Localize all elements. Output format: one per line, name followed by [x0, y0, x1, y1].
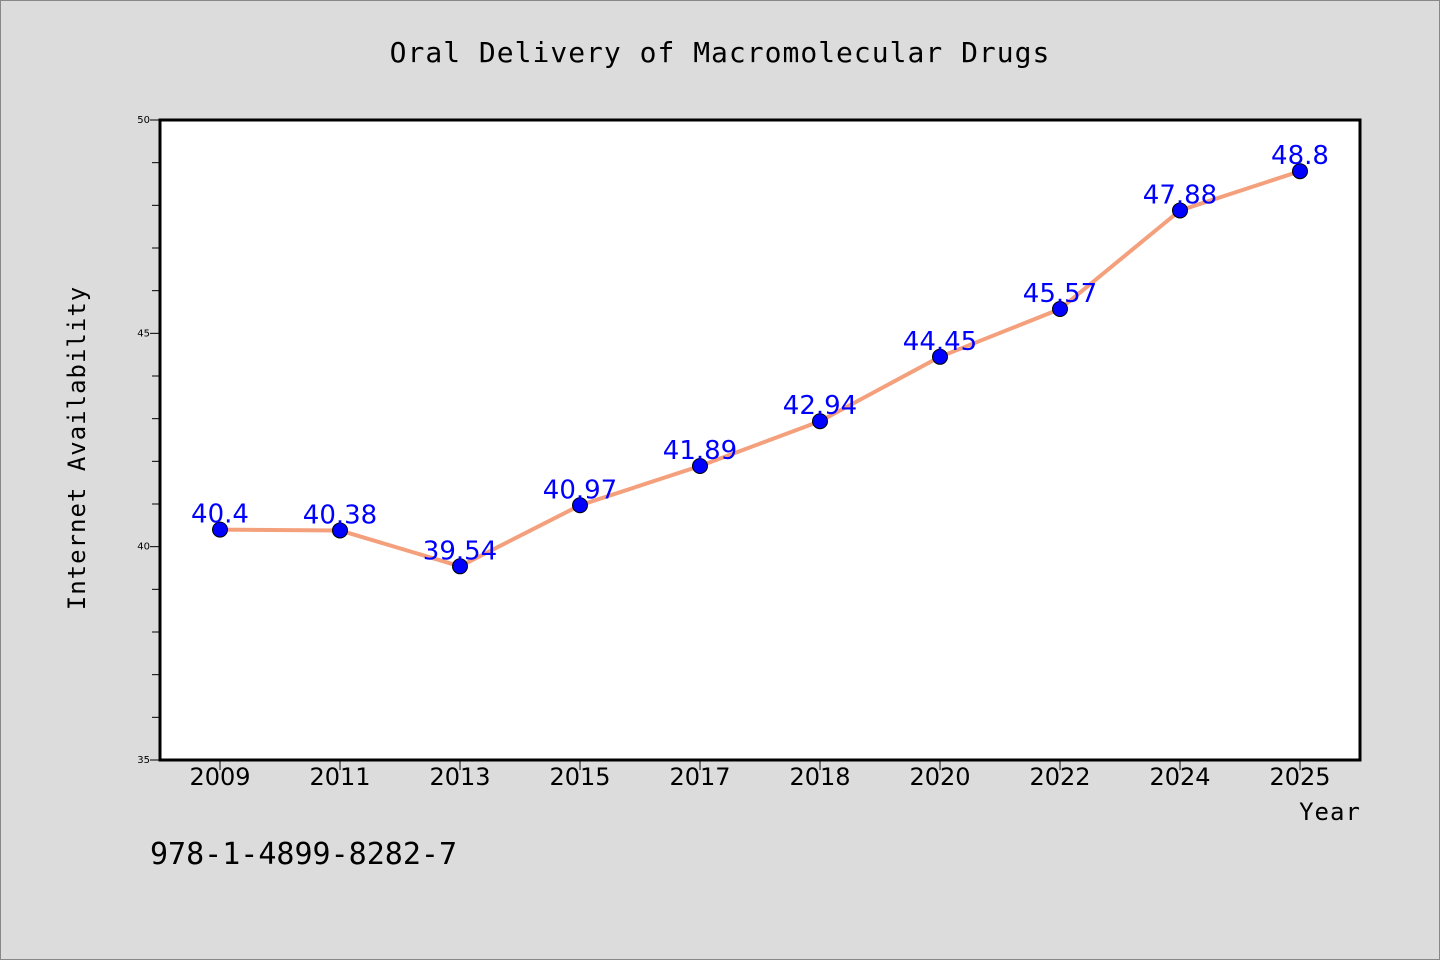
data-point — [812, 413, 828, 430]
x-tick-label: 2009 — [189, 763, 250, 791]
data-label: 40.4 — [191, 500, 249, 530]
x-tick-label: 2018 — [789, 763, 850, 791]
data-label: 48.8 — [1271, 141, 1329, 171]
data-point — [932, 348, 948, 365]
x-tick-label: 2011 — [309, 763, 370, 791]
y-axis-label: Internet Availability — [63, 286, 91, 610]
isbn-text: 978-1-4899-8282-7 — [150, 837, 457, 872]
x-axis: 2009 2011 2013 2015 2017 2018 2020 2022 2024 2025 — [189, 760, 1331, 791]
y-tick-label: 50 — [137, 115, 150, 126]
x-tick-label: 2022 — [1029, 763, 1090, 791]
y-tick-label: 35 — [137, 755, 150, 766]
series-markers — [212, 163, 1308, 575]
data-label: 40.97 — [543, 475, 617, 505]
data-point — [332, 522, 348, 539]
data-label: 45.57 — [1023, 279, 1097, 309]
x-tick-label: 2020 — [909, 763, 970, 791]
y-axis: 35 40 45 50 — [137, 115, 160, 766]
y-tick-label: 40 — [137, 542, 150, 553]
data-label: 40.38 — [303, 500, 377, 530]
data-label: 41.89 — [663, 436, 737, 466]
x-tick-label: 2024 — [1149, 763, 1210, 791]
x-tick-label: 2015 — [549, 763, 610, 791]
data-labels: 40.4 40.38 39.54 40.97 41.89 42.94 44.45 45.57 4… — [191, 141, 1329, 566]
y-tick-label: 45 — [137, 328, 150, 339]
data-label: 42.94 — [783, 391, 857, 421]
x-axis-label: Year — [1299, 798, 1361, 826]
data-point — [1292, 163, 1308, 180]
x-tick-label: 2013 — [429, 763, 490, 791]
data-point — [1052, 301, 1068, 318]
chart-title: Oral Delivery of Macromolecular Drugs — [390, 36, 1051, 69]
data-point — [452, 558, 468, 575]
data-point — [692, 458, 708, 475]
x-tick-label: 2025 — [1269, 763, 1330, 791]
data-point — [212, 521, 228, 538]
data-label: 47.88 — [1143, 180, 1217, 210]
data-point — [572, 497, 588, 514]
series-line — [219, 169, 1301, 569]
x-tick-label: 2017 — [669, 763, 730, 791]
data-label: 39.54 — [423, 536, 497, 566]
data-point — [1172, 202, 1188, 219]
data-label: 44.45 — [903, 327, 977, 357]
